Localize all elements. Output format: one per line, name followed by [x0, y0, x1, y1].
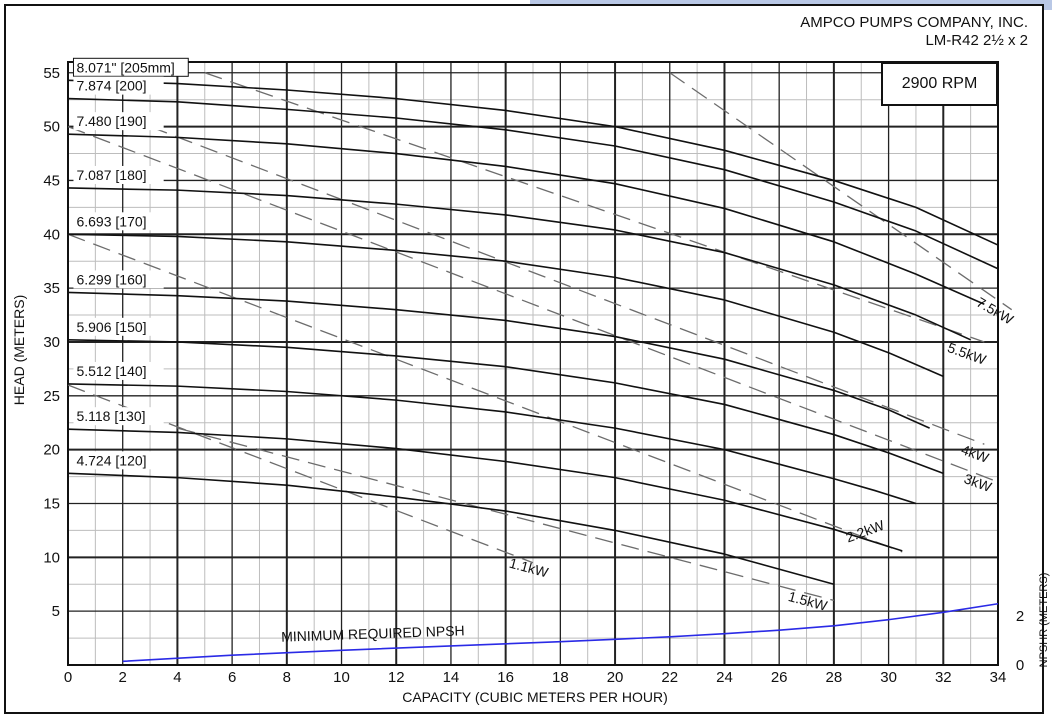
x-tick-label: 8: [283, 669, 291, 686]
power-line-label: 7.5kW: [974, 294, 1017, 328]
rpm-badge: 2900 RPM: [881, 62, 998, 106]
impeller-label: 7.874 [200]: [76, 78, 146, 94]
y-tick-label: 5: [52, 603, 60, 620]
impeller-label: 6.299 [160]: [76, 271, 146, 287]
y2-tick-label: 2: [1016, 608, 1024, 625]
power-line-label: 3kW: [962, 470, 995, 495]
power-line: [177, 427, 835, 602]
x-tick-label: 26: [771, 669, 788, 686]
y-tick-label: 25: [43, 388, 60, 405]
impeller-curves: [67, 79, 999, 586]
y-tick-label: 45: [43, 172, 60, 189]
impeller-curve: [67, 428, 903, 552]
y-tick-label: 55: [43, 65, 60, 82]
impeller-label: 8.071" [205mm]: [76, 59, 174, 75]
impeller-curve: [67, 472, 835, 586]
power-line-label: 5.5kW: [946, 339, 989, 368]
x-tick-label: 28: [826, 669, 843, 686]
impeller-label-bg: [73, 112, 164, 131]
impeller-label-bg: [73, 165, 164, 184]
x-tick-label: 16: [497, 669, 514, 686]
power-line: [67, 233, 903, 553]
impeller-label-bg: [73, 407, 164, 426]
x-tick-label: 0: [64, 669, 72, 686]
y-axis-title: HEAD (METERS): [11, 295, 27, 405]
tick-labels: 0 2 4 6 8 10 12 14 16 18 20 22 24 26 28 30 32 34510152025…: [43, 65, 1024, 686]
impeller-label-bg: [73, 317, 164, 336]
company-name: AMPCO PUMPS COMPANY, INC.: [800, 14, 1028, 31]
impeller-label-bg: [73, 451, 164, 470]
impeller-curve: [67, 133, 985, 306]
impeller-label: 7.480 [190]: [76, 113, 146, 129]
y-tick-label: 40: [43, 226, 60, 243]
y2-tick-label: 0: [1016, 657, 1024, 674]
impeller-curve: [67, 187, 971, 341]
impeller-curve: [67, 339, 944, 475]
impeller-curve: [67, 233, 944, 378]
impeller-label-bg: [72, 57, 189, 77]
power-line-label: 1.1kW: [508, 555, 551, 581]
x-tick-label: 20: [607, 669, 624, 686]
x-tick-label: 22: [661, 669, 678, 686]
impeller-label: 5.118 [130]: [76, 408, 145, 424]
impeller-label-bg: [73, 212, 164, 231]
impeller-curve: [67, 97, 999, 270]
impeller-curve: [67, 383, 917, 505]
npsh-line: [122, 602, 999, 663]
curve-labels: 8.071" [205mm] 7.874 [200] 7.480 [190] 7.08…: [72, 57, 189, 470]
impeller-label: 5.906 [150]: [76, 319, 146, 335]
power-line: [149, 125, 985, 445]
impeller-label: 5.512 [140]: [76, 363, 146, 379]
impeller-label-bg: [73, 361, 164, 380]
x-tick-label: 10: [333, 669, 350, 686]
y-tick-label: 50: [43, 119, 60, 136]
x-tick-label: 30: [880, 669, 897, 686]
power-line: [67, 125, 999, 483]
impeller-label: 6.693 [170]: [76, 213, 146, 229]
y2-axis-title: NPSHR (METERS): [1038, 573, 1050, 668]
impeller-curve: [67, 79, 999, 246]
x-tick-label: 2: [119, 669, 127, 686]
x-tick-label: 34: [990, 669, 1007, 686]
power-line-label: 4kW: [959, 441, 992, 466]
x-tick-label: 24: [716, 669, 733, 686]
power-line-label: 1.5kW: [787, 588, 830, 614]
x-axis-title: CAPACITY (CUBIC METERS PER HOUR): [402, 689, 668, 705]
npsh-label: MINIMUM REQUIRED NPSH: [281, 622, 465, 644]
impeller-label: 7.087 [180]: [76, 167, 146, 183]
y-tick-label: 30: [43, 334, 60, 351]
y-tick-label: 20: [43, 442, 60, 459]
plot-border: [67, 61, 999, 666]
x-tick-label: 4: [173, 669, 181, 686]
impeller-label: 4.724 [120]: [76, 452, 146, 468]
x-tick-label: 18: [552, 669, 569, 686]
impeller-label-bg: [73, 76, 164, 95]
x-tick-label: 14: [443, 669, 460, 686]
y-tick-label: 10: [43, 549, 60, 566]
x-tick-label: 6: [228, 669, 236, 686]
y-tick-label: 35: [43, 280, 60, 297]
x-tick-label: 12: [388, 669, 405, 686]
impeller-label-bg: [73, 270, 164, 289]
pump-model: LM-R42 2½ x 2: [925, 32, 1028, 49]
power-line: [204, 72, 985, 343]
impeller-curve: [67, 291, 930, 429]
y-tick-label: 15: [43, 495, 60, 512]
power-line: [669, 72, 1013, 311]
power-line-label: 2.2kW: [844, 517, 887, 546]
npsh-curve: MINIMUM REQUIRED NPSH: [122, 602, 999, 663]
x-tick-label: 32: [935, 669, 952, 686]
